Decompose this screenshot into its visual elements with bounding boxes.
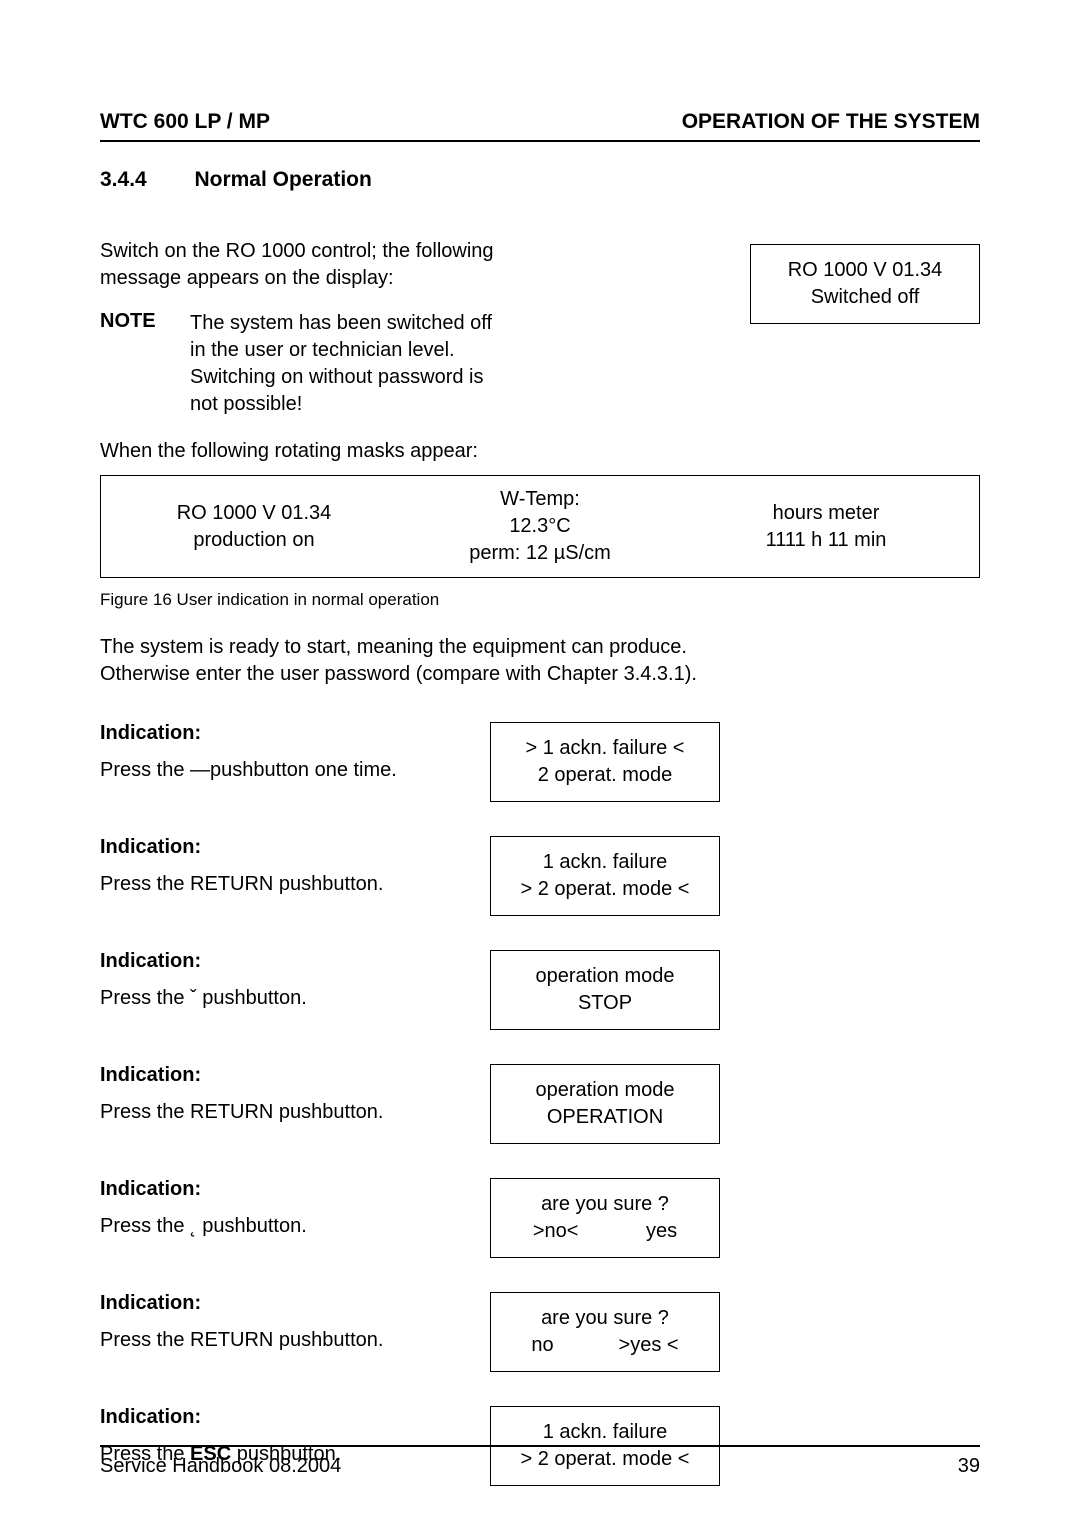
display-box: operation modeSTOP bbox=[490, 950, 720, 1030]
page-header: WTC 600 LP / MP OPERATION OF THE SYSTEM bbox=[100, 110, 980, 142]
figure-caption: Figure 16 User indication in normal oper… bbox=[100, 590, 980, 610]
intro-line1: Switch on the RO 1000 control; the follo… bbox=[100, 238, 730, 265]
indication-label: Indication: bbox=[100, 836, 450, 859]
indication-action: Press the RETURN pushbutton. bbox=[100, 873, 450, 896]
display-line1: operation mode bbox=[499, 963, 711, 990]
mask-c3l2: 1111 h 11 min bbox=[683, 527, 969, 554]
display-box: 1 ackn. failure> 2 operat. mode < bbox=[490, 836, 720, 916]
section-heading: 3.4.4 Normal Operation bbox=[100, 168, 980, 192]
mask-c2l2: 12.3°C bbox=[397, 513, 683, 540]
display-line1: operation mode bbox=[499, 1077, 711, 1104]
page-footer: Service Handbook 08.2004 39 bbox=[100, 1445, 980, 1478]
display-line2: STOP bbox=[499, 990, 711, 1017]
display-box: are you sure ?>no<yes bbox=[490, 1178, 720, 1258]
footer-page-number: 39 bbox=[958, 1455, 980, 1478]
display-line1: 1 ackn. failure bbox=[499, 849, 711, 876]
display-line1: > 1 ackn. failure < bbox=[499, 735, 711, 762]
section-number: 3.4.4 bbox=[100, 168, 190, 192]
indication-step: Indication: Press the RETURN pushbutton. o… bbox=[100, 1064, 980, 1144]
display-line2: > 2 operat. mode < bbox=[499, 876, 711, 903]
display-l2: Switched off bbox=[771, 284, 959, 311]
mask-c2l1: W-Temp: bbox=[397, 486, 683, 513]
intro-line2: message appears on the display: bbox=[100, 265, 730, 292]
indication-action: Press the RETURN pushbutton. bbox=[100, 1101, 450, 1124]
display-line1: 1 ackn. failure bbox=[499, 1419, 711, 1446]
indication-step: Indication: Press the ˛ pushbutton. are yo… bbox=[100, 1178, 980, 1258]
ready-l1: The system is ready to start, meaning th… bbox=[100, 634, 980, 661]
header-left: WTC 600 LP / MP bbox=[100, 110, 270, 134]
display-line2: OPERATION bbox=[499, 1104, 711, 1131]
note-l4: not possible! bbox=[190, 391, 492, 418]
indication-label: Indication: bbox=[100, 950, 450, 973]
display-line2: >no<yes bbox=[499, 1218, 711, 1245]
note-label: NOTE bbox=[100, 310, 190, 418]
note-l1: The system has been switched off bbox=[190, 310, 492, 337]
note-l3: Switching on without password is bbox=[190, 364, 492, 391]
indication-label: Indication: bbox=[100, 1064, 450, 1087]
indication-label: Indication: bbox=[100, 1406, 450, 1429]
indication-step: Indication: Press the RETURN pushbutton. 1… bbox=[100, 836, 980, 916]
note-block: NOTE The system has been switched off in… bbox=[100, 310, 730, 418]
indication-step: Indication: Press the —pushbutton one tim… bbox=[100, 722, 980, 802]
indication-label: Indication: bbox=[100, 722, 450, 745]
display-line2: 2 operat. mode bbox=[499, 762, 711, 789]
indication-action: Press the RETURN pushbutton. bbox=[100, 1329, 450, 1352]
indication-label: Indication: bbox=[100, 1292, 450, 1315]
masks-intro: When the following rotating masks appear… bbox=[100, 438, 980, 465]
mask-c2l3: perm: 12 µS/cm bbox=[397, 540, 683, 567]
header-right: OPERATION OF THE SYSTEM bbox=[682, 110, 980, 134]
indication-action: Press the ˇ pushbutton. bbox=[100, 987, 450, 1010]
indication-step: Indication: Press the RETURN pushbutton. a… bbox=[100, 1292, 980, 1372]
display-box: > 1 ackn. failure <2 operat. mode bbox=[490, 722, 720, 802]
display-l1: RO 1000 V 01.34 bbox=[771, 257, 959, 284]
footer-left: Service Handbook 08.2004 bbox=[100, 1455, 341, 1478]
indication-label: Indication: bbox=[100, 1178, 450, 1201]
note-l2: in the user or technician level. bbox=[190, 337, 492, 364]
display-box: are you sure ?no>yes < bbox=[490, 1292, 720, 1372]
display-line1: are you sure ? bbox=[499, 1305, 711, 1332]
mask-c3l1: hours meter bbox=[683, 500, 969, 527]
indication-step: Indication: Press the ˇ pushbutton. operat… bbox=[100, 950, 980, 1030]
ready-l2: Otherwise enter the user password (compa… bbox=[100, 661, 980, 688]
section-title: Normal Operation bbox=[194, 168, 371, 191]
display-box: operation modeOPERATION bbox=[490, 1064, 720, 1144]
display-line2: no>yes < bbox=[499, 1332, 711, 1359]
indication-action: Press the ˛ pushbutton. bbox=[100, 1215, 450, 1238]
mask-c1l2: production on bbox=[111, 527, 397, 554]
mask-c1l1: RO 1000 V 01.34 bbox=[111, 500, 397, 527]
rotating-masks-box: RO 1000 V 01.34 production on W-Temp: 12… bbox=[100, 475, 980, 578]
display-box-switched-off: RO 1000 V 01.34 Switched off bbox=[750, 244, 980, 324]
indication-action: Press the —pushbutton one time. bbox=[100, 759, 450, 782]
display-line1: are you sure ? bbox=[499, 1191, 711, 1218]
